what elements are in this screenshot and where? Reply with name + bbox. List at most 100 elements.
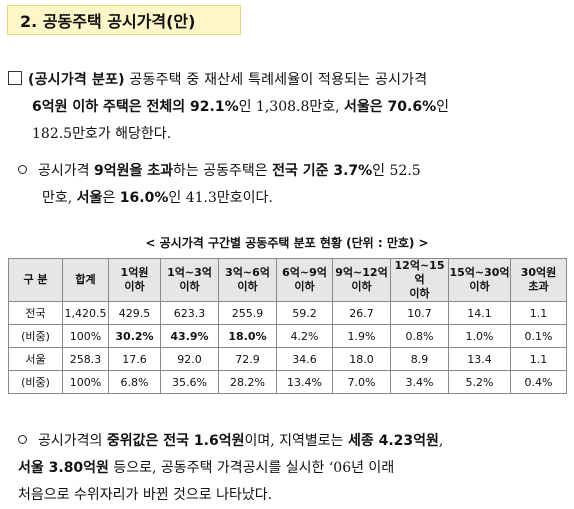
row-label-cell: (비중) xyxy=(8,324,63,348)
table-header-cell: 구 분 xyxy=(8,258,63,302)
p2-text-1: 공시가격 xyxy=(38,163,94,179)
table-header-cell: 9억~12억 이하 xyxy=(332,258,391,302)
row-label-cell: (비중) xyxy=(8,370,63,394)
table-cell: 1,420.5 xyxy=(62,301,109,325)
paragraph-median-price: 공시가격의 중위값은 전국 1.6억원이며, 지역별로는 세종 4.23억원, … xyxy=(18,428,570,509)
table-cell: 1.9% xyxy=(332,324,391,348)
table-row: (비중) 100% 6.8% 35.6% 28.2% 13.4% 7.0% 3.4% 5.2% 0… xyxy=(8,370,567,394)
table-cell: 100% xyxy=(62,370,109,394)
table-row: (비중) 100% 30.2% 43.9% 18.0% 4.2% 1.9% 0.8% 1.0% 0… xyxy=(8,324,567,348)
table-cell: 10.7 xyxy=(390,301,449,325)
p3-text-4: 등으로, 공동주택 가격공시를 실시한 ‘06년 이래 xyxy=(108,460,395,476)
table-cell: 6.8% xyxy=(108,370,161,394)
table-cell: 3.4% xyxy=(390,370,449,394)
section-title: 2. 공동주택 공시가격(안) xyxy=(20,12,196,31)
table-cell: 1.1 xyxy=(510,301,567,325)
table-cell: 72.9 xyxy=(218,347,277,371)
table-cell: 0.1% xyxy=(510,324,567,348)
header-line-2: 이하 xyxy=(179,280,200,293)
table-cell: 1.0% xyxy=(448,324,511,348)
p3-bold-3: 서울 3.80억원 xyxy=(18,460,109,476)
p3-bold-1: 중위값은 전국 1.6억원 xyxy=(106,433,245,449)
header-line-1: 9억~12억 xyxy=(335,266,388,279)
p2-bold-3: 서울 xyxy=(76,190,103,206)
header-line-2: 이하 xyxy=(351,280,372,293)
table-cell: 0.8% xyxy=(390,324,449,348)
p2-text-4: 만호, xyxy=(42,190,77,206)
table-cell: 100% xyxy=(62,324,109,348)
table-cell: 623.3 xyxy=(160,301,219,325)
table-cell: 5.2% xyxy=(448,370,511,394)
row-label-cell: 전국 xyxy=(8,301,63,325)
table-cell: 4.2% xyxy=(276,324,333,348)
p3-bold-2: 세종 4.23억원 xyxy=(347,433,439,449)
p3-text-1: 공시가격의 xyxy=(38,433,107,449)
table-cell: 0.4% xyxy=(510,370,567,394)
table-cell: 8.9 xyxy=(390,347,449,371)
table-header-cell: 30억원 초과 xyxy=(510,258,567,302)
table-cell: 28.2% xyxy=(218,370,277,394)
header-line-1: 6억~9억 xyxy=(282,266,327,279)
p2-text-5: 은 xyxy=(102,190,120,206)
header-line-1: 12억~15억 xyxy=(394,259,445,286)
table-cell: 18.0% xyxy=(218,324,277,348)
table-cell: 7.0% xyxy=(332,370,391,394)
table-header-cell: 15억~30억 이하 xyxy=(448,258,511,302)
table-row: 서울 258.3 17.6 92.0 72.9 34.6 18.0 8.9 13.4 1.1 xyxy=(8,347,567,371)
p1-text-3: 인 xyxy=(436,99,450,115)
circle-bullet-icon xyxy=(18,165,27,174)
p2-text-6: 인 41.3만호이다. xyxy=(168,190,273,206)
distribution-table: 구 분 합계 1억원 이하 1억~3억 이하 3억~6억 이하 6억~9억 이하 9억~12억 이하 1… xyxy=(8,258,567,394)
table-header-cell: 12억~15억 이하 xyxy=(390,258,449,302)
p1-bold-1: 6억원 이하 주택은 전체의 92.1% xyxy=(32,99,239,115)
p2-text-2: 하는 공동주택은 xyxy=(173,163,273,179)
table-cell: 258.3 xyxy=(62,347,109,371)
table-header-row: 구 분 합계 1억원 이하 1억~3억 이하 3억~6억 이하 6억~9억 이하 9억~12억 이하 1… xyxy=(8,258,567,302)
paragraph-price-distribution: (공시가격 분포) 공동주택 중 재산세 특례세율이 적용되는 공시가격 6억원… xyxy=(8,67,568,148)
header-line-2: 초과 xyxy=(528,280,549,293)
table-cell: 14.1 xyxy=(448,301,511,325)
p2-bold-4: 16.0% xyxy=(119,190,169,206)
p1-text-4: 182.5만호가 해당한다. xyxy=(32,126,172,142)
header-line-2: 이하 xyxy=(237,280,258,293)
header-line-1: 15억~30억 xyxy=(449,266,510,279)
table-cell: 18.0 xyxy=(332,347,391,371)
table-cell: 34.6 xyxy=(276,347,333,371)
table-header-cell: 6억~9억 이하 xyxy=(276,258,333,302)
header-line-1: 3억~6억 xyxy=(225,266,270,279)
table-cell: 255.9 xyxy=(218,301,277,325)
table-cell: 59.2 xyxy=(276,301,333,325)
table-cell: 26.7 xyxy=(332,301,391,325)
table-cell: 92.0 xyxy=(160,347,219,371)
table-cell: 43.9% xyxy=(160,324,219,348)
header-line-1: 1억~3억 xyxy=(167,266,212,279)
table-cell: 35.6% xyxy=(160,370,219,394)
section-header: 2. 공동주택 공시가격(안) xyxy=(7,5,241,35)
table-cell: 17.6 xyxy=(108,347,161,371)
row-label-cell: 서울 xyxy=(8,347,63,371)
p2-bold-2: 전국 기준 3.7% xyxy=(272,163,373,179)
p1-text-1: 공동주택 중 재산세 특례세율이 적용되는 공시가격 xyxy=(124,72,428,88)
p1-bold-2: 서울은 70.6% xyxy=(344,99,437,115)
header-line-1: 30억원 xyxy=(520,266,557,279)
header-line-2: 이하 xyxy=(469,280,490,293)
header-line-2: 이하 xyxy=(294,280,315,293)
paragraph-over-9eok: 공시가격 9억원을 초과하는 공동주택은 전국 기준 3.7%인 52.5 만호… xyxy=(18,158,570,212)
header-line-1: 합계 xyxy=(75,273,96,286)
table-cell: 1.1 xyxy=(510,347,567,371)
table-title: < 공시가격 구간별 공동주택 분포 현황 (단위 : 만호) > xyxy=(145,236,429,250)
p3-text-2: 이며, 지역별로는 xyxy=(244,433,348,449)
p1-lead: (공시가격 분포) xyxy=(28,72,125,88)
checkbox-square-icon xyxy=(8,71,22,85)
p2-text-3: 인 52.5 xyxy=(372,163,421,179)
table-header-cell: 합계 xyxy=(62,258,109,302)
table-header-cell: 1억원 이하 xyxy=(108,258,161,302)
header-line-1: 구 분 xyxy=(23,273,48,286)
table-header-cell: 1억~3억 이하 xyxy=(160,258,219,302)
p2-bold-1: 9억원을 초과 xyxy=(93,163,173,179)
table-cell: 13.4% xyxy=(276,370,333,394)
circle-bullet-icon xyxy=(18,435,27,444)
table-cell: 30.2% xyxy=(108,324,161,348)
table-row: 전국 1,420.5 429.5 623.3 255.9 59.2 26.7 10.7 14.1… xyxy=(8,301,567,325)
table-cell: 13.4 xyxy=(448,347,511,371)
